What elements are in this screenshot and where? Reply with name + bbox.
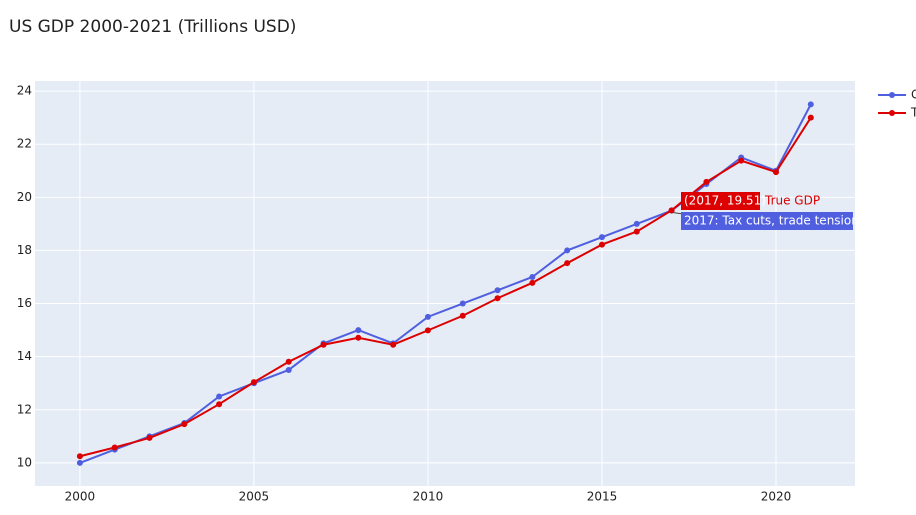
x-tick-label: 2015 [587,490,618,504]
data-point [668,207,675,214]
data-point [564,247,571,254]
data-point [633,228,640,235]
y-tick-label: 24 [17,84,32,98]
hover-box [681,192,760,210]
legend-swatch-marker [889,92,895,98]
x-tick-label: 2000 [65,490,96,504]
data-point [76,459,83,466]
data-point [250,379,257,386]
legend-label: G [911,88,916,102]
y-tick-label: 14 [17,349,32,363]
annotation-text: 2017: Tax cuts, trade tensions [684,214,865,228]
data-point [529,279,536,286]
data-point [772,169,779,176]
data-point [598,241,605,248]
data-point [564,260,571,267]
legend-label: True GDP [910,106,916,120]
annotation-box [681,212,853,230]
y-tick-label: 18 [17,243,32,257]
y-tick-label: 16 [17,296,32,310]
data-point [424,327,431,334]
data-point [320,341,327,348]
x-tick-label: 2020 [761,490,792,504]
data-point [459,312,466,319]
data-point [424,313,431,320]
legend-swatch-marker [889,110,895,116]
data-point [598,234,605,241]
data-point [146,434,153,441]
y-tick-label: 22 [17,137,32,151]
plot-area [35,81,855,486]
hover-name: True GDP [764,194,820,208]
data-point [285,366,292,373]
data-point [807,114,814,121]
y-tick-label: 20 [17,190,32,204]
y-tick-label: 10 [17,455,32,469]
chart-title: US GDP 2000-2021 (Trillions USD) [9,17,296,37]
data-point [216,393,223,400]
x-tick-label: 2010 [413,490,444,504]
data-point [459,300,466,307]
data-point [494,287,501,294]
hover-label: (2017, 19.51) [684,194,766,208]
data-point [494,295,501,302]
data-point [738,157,745,164]
x-tick-label: 2005 [239,490,270,504]
data-point [390,341,397,348]
data-point [529,273,536,280]
data-point [807,101,814,108]
data-point [111,444,118,451]
data-point [355,334,362,341]
data-point [633,220,640,227]
y-tick-label: 12 [17,402,32,416]
data-point [216,401,223,408]
data-point [76,453,83,460]
data-point [181,421,188,428]
data-point [355,327,362,334]
data-point [703,178,710,185]
data-point [285,358,292,365]
